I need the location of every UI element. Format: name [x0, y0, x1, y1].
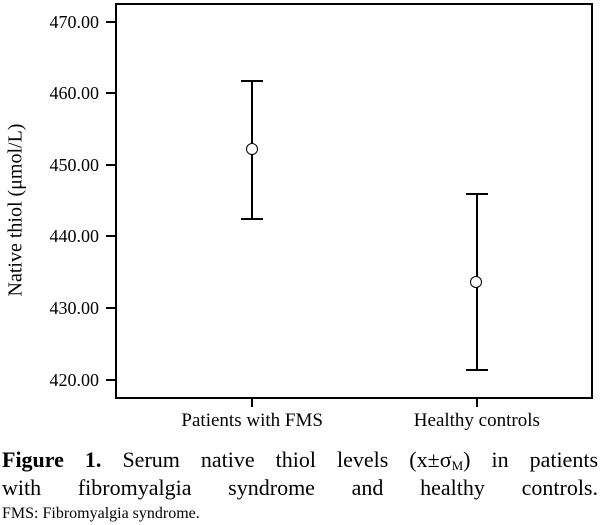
- error-bar-cap-bottom: [465, 368, 488, 371]
- y-tick-label: 420.00: [49, 369, 100, 390]
- y-tick-label: 430.00: [49, 298, 100, 319]
- mean-marker: [245, 143, 258, 156]
- caption-sigma-subscript: M: [451, 458, 464, 473]
- caption-footnote: FMS: Fibromyalgia syndrome.: [2, 505, 200, 522]
- y-tick-label: 460.00: [49, 83, 100, 104]
- figure-caption: Figure 1. Serum native thiol levels (x±σ…: [2, 446, 598, 524]
- caption-line-1: Figure 1. Serum native thiol levels (x±σ…: [2, 446, 598, 474]
- plot-area: [115, 3, 593, 399]
- y-tick-mark: [106, 378, 115, 381]
- x-category-label: Patients with FMS: [181, 410, 323, 431]
- error-bar-cap-bottom: [241, 217, 264, 220]
- y-tick-mark: [106, 20, 115, 23]
- y-tick-mark: [106, 307, 115, 310]
- caption-figure-label: Figure 1.: [2, 447, 102, 472]
- y-tick-label: 470.00: [49, 11, 100, 32]
- caption-line1-part-a: Serum native thiol levels (x±σ: [122, 447, 452, 472]
- error-bar-cap-top: [465, 193, 488, 196]
- y-tick-mark: [106, 92, 115, 95]
- x-category-label: Healthy controls: [413, 410, 540, 431]
- caption-line1-part-b: ) in patients: [463, 447, 598, 472]
- error-bar-cap-top: [241, 80, 264, 83]
- caption-line-2: with fibromyalgia syndrome and healthy c…: [2, 475, 598, 500]
- y-tick-label: 440.00: [49, 226, 100, 247]
- y-tick-label: 450.00: [49, 154, 100, 175]
- mean-marker: [470, 275, 483, 288]
- x-tick-mark: [475, 399, 478, 407]
- x-tick-mark: [251, 399, 254, 407]
- y-tick-mark: [106, 163, 115, 166]
- y-tick-mark: [106, 235, 115, 238]
